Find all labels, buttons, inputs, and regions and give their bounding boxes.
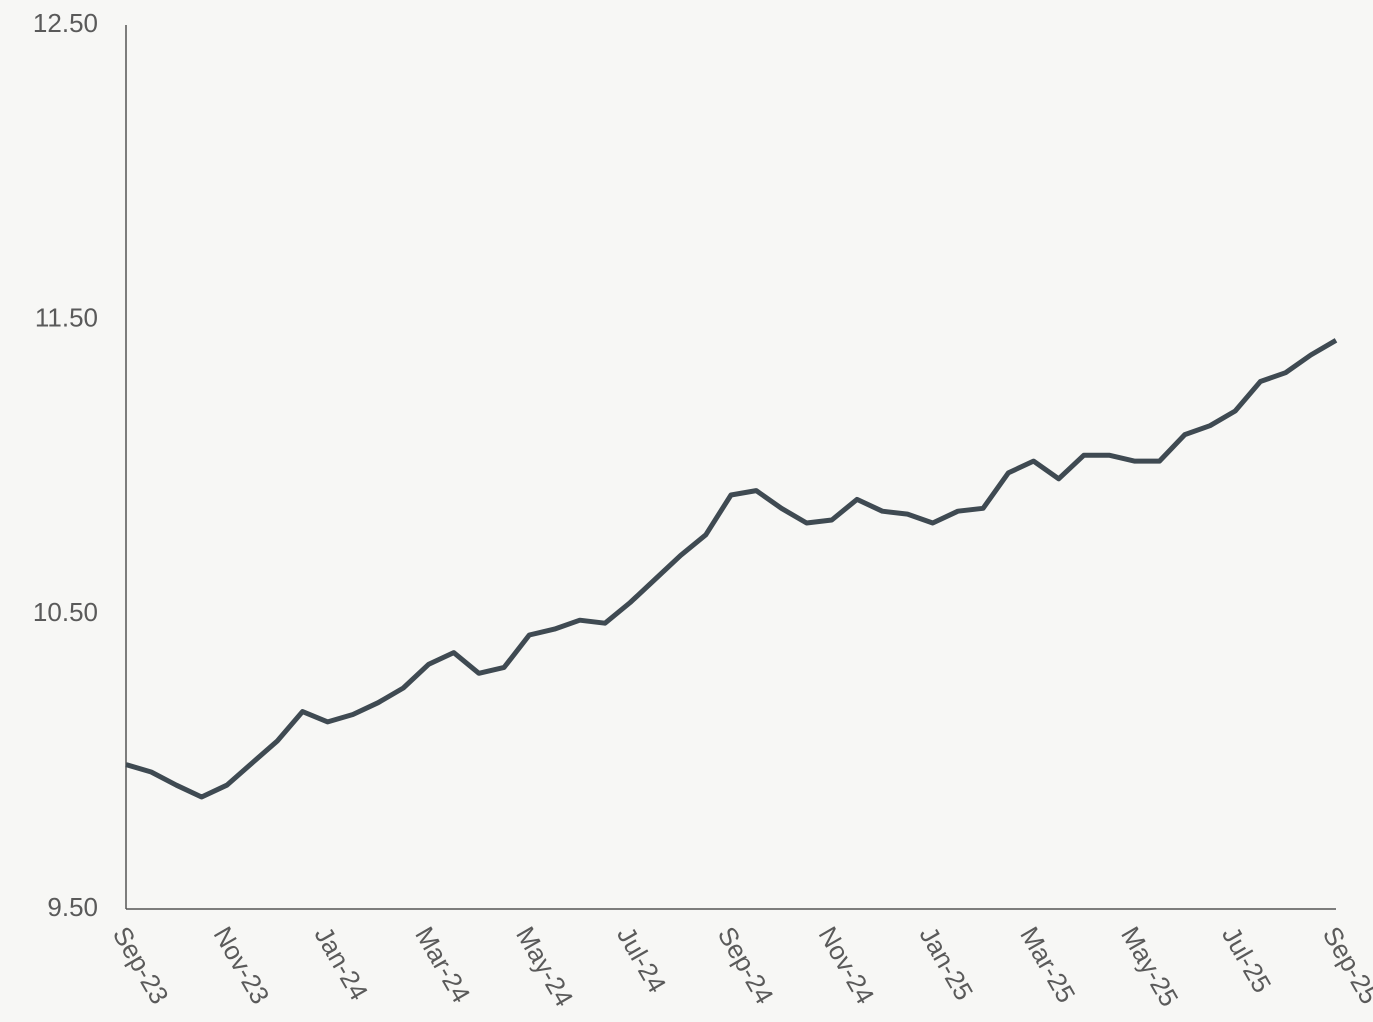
- y-tick-label: 12.50: [33, 8, 98, 38]
- line: [125, 338, 1338, 800]
- y-tick-label: 9.50: [47, 892, 98, 922]
- y-tick-label: 11.50: [35, 303, 98, 333]
- y-tick-label: 10.50: [33, 597, 98, 627]
